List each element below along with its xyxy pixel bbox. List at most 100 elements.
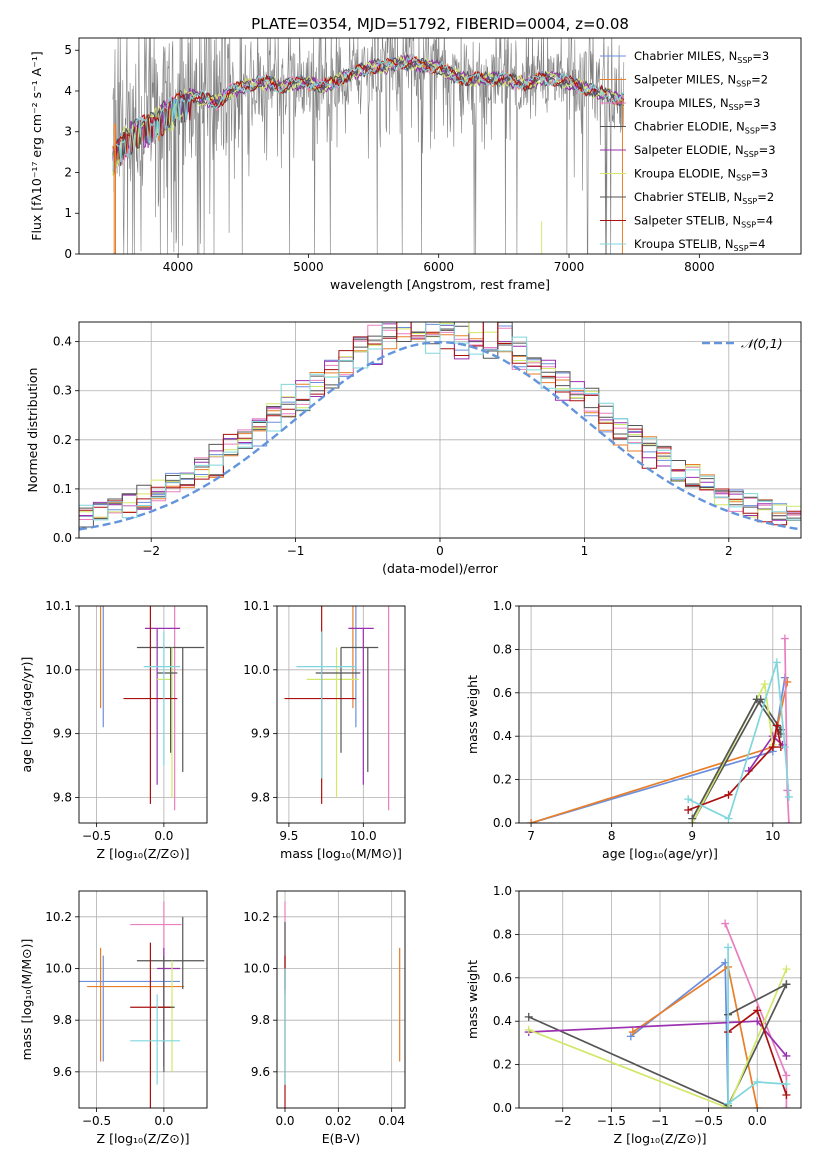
x-tick-label: 8: [608, 829, 616, 843]
weight-marker: [784, 792, 793, 801]
weight-marker: [684, 805, 693, 814]
x-tick-label: 1: [581, 544, 589, 558]
y-axis-label: mass [log₁₀(M/M⊙)]: [19, 939, 34, 1061]
x-axis-label: E(B-V): [322, 1131, 361, 1146]
weight-vs-age-panel: 7 8 9 10 0.0 0.2 0.4 0.6 0.8 1.0 age [log₁₀(age/yr…: [465, 599, 802, 861]
weight-marker: [782, 1080, 791, 1089]
x-axis-label: wavelength [Angstrom, rest frame]: [330, 277, 550, 292]
y-tick-label: 0.4: [493, 729, 512, 743]
mass-vs-metallicity-panel: −0.5 0.0 9.6 9.8 10.0 10.2 Z [log₁₀(Z/Z⊙)] mass…: [19, 890, 208, 1146]
x-tick-label: −0.5: [82, 1114, 111, 1128]
y-axis-label: Flux [fλ10⁻¹⁷ erg cm⁻² s⁻¹ A⁻¹]: [29, 51, 44, 240]
y-tick-label: 9.8: [251, 1013, 270, 1027]
axes-frame: [78, 321, 802, 539]
y-tick-label: 1.0: [493, 884, 512, 898]
y-tick-label: 9.8: [53, 1013, 72, 1027]
weight-marker: [753, 1017, 762, 1026]
x-tick-label: 9.5: [279, 829, 298, 843]
spectrum-model-line: [112, 57, 625, 169]
x-tick-label: 10.0: [350, 829, 377, 843]
x-axis-label: (data-model)/error: [382, 561, 499, 576]
x-tick-label: 0.0: [748, 1114, 767, 1128]
weight-marker: [782, 1104, 791, 1108]
legend-entry: Kroupa ELODIE, NSSP=3: [634, 167, 768, 183]
weight-marker: [784, 819, 793, 823]
legend-entry: Chabrier MILES, NSSP=3: [634, 49, 769, 65]
x-tick-label: 2: [725, 544, 733, 558]
spectrum-model-line: [112, 56, 625, 165]
y-tick-label: 10.2: [243, 910, 270, 924]
x-tick-label: 0.0: [275, 1114, 294, 1128]
y-tick-label: 0.3: [53, 384, 72, 398]
x-tick-label: −2: [142, 544, 160, 558]
weight-marker: [780, 634, 789, 643]
y-tick-label: 0.8: [493, 642, 512, 656]
spectrum-model-line: [112, 53, 625, 172]
y-tick-label: 0.0: [493, 816, 512, 830]
y-tick-label: 0.8: [493, 927, 512, 941]
weight-marker: [783, 677, 792, 686]
weight-line: [630, 960, 729, 1108]
x-tick-label: 0.0: [154, 829, 173, 843]
y-tick-label: 4: [64, 84, 72, 98]
x-axis-label: Z [log₁₀(Z/Z⊙)]: [97, 1131, 190, 1146]
series-group: [524, 919, 791, 1108]
x-tick-label: 0.04: [378, 1114, 405, 1128]
weight-marker: [772, 658, 781, 667]
weight-marker: [628, 1028, 637, 1037]
y-tick-label: 10.1: [45, 599, 72, 613]
weight-marker: [780, 743, 789, 752]
x-axis-label: mass [log₁₀(M/M⊙)]: [280, 846, 402, 861]
weight-marker: [783, 786, 792, 795]
x-tick-label: 8000: [684, 260, 715, 274]
legend-entry: Salpeter ELODIE, NSSP=3: [634, 143, 776, 159]
y-tick-label: 0.2: [493, 1058, 512, 1072]
mass-vs-ebv-panel: 0.0 0.02 0.04 9.6 9.8 10.0 10.2 E(B-V): [243, 890, 406, 1146]
y-tick-label: 0.6: [493, 971, 512, 985]
y-tick-label: 10.0: [45, 663, 72, 677]
y-tick-label: 9.9: [251, 727, 270, 741]
axes-frame: [78, 37, 802, 255]
weight-line: [632, 965, 759, 1108]
x-tick-label: −2: [554, 1114, 572, 1128]
axes-frame: [276, 605, 406, 824]
legend-entry: 𝒩(0,1): [741, 336, 783, 351]
x-tick-label: 6000: [423, 260, 454, 274]
x-tick-label: −0.5: [694, 1114, 723, 1128]
y-tick-label: 10.0: [45, 962, 72, 976]
series-group: [527, 634, 793, 823]
figure-title: PLATE=0354, MJD=51792, FIBERID=0004, z=0…: [251, 15, 629, 33]
weight-marker: [753, 1006, 762, 1015]
weight-marker: [724, 1099, 733, 1108]
weight-marker: [684, 795, 693, 804]
axes-frame: [78, 890, 208, 1109]
spectrum-data-line: [112, 38, 625, 254]
x-tick-label: 9: [688, 829, 696, 843]
y-tick-label: 10.2: [45, 910, 72, 924]
y-tick-label: 0: [64, 247, 72, 261]
weight-marker: [752, 695, 761, 704]
y-tick-label: 2: [64, 165, 72, 179]
weight-line: [691, 697, 782, 823]
weight-vs-metallicity-panel: −2 −1.5 −1 −0.5 0.0 0.0 0.2 0.4 0.6 0.8 1.0 Z [log₁…: [465, 884, 802, 1146]
x-tick-label: 10: [765, 829, 780, 843]
spectrum-data-group: [112, 38, 625, 254]
y-axis-label: Normed distribution: [25, 368, 40, 493]
legend-entry: Salpeter STELIB, NSSP=4: [634, 214, 773, 230]
x-tick-label: 4000: [163, 260, 194, 274]
weight-marker: [782, 980, 791, 989]
legend-entry: Chabrier ELODIE, NSSP=3: [634, 120, 777, 136]
x-tick-label: −0.5: [82, 829, 111, 843]
y-tick-label: 0.2: [493, 773, 512, 787]
y-tick-label: 9.8: [251, 790, 270, 804]
x-tick-label: 0.0: [154, 1114, 173, 1128]
y-tick-label: 0.2: [53, 433, 72, 447]
legend-entry: Kroupa MILES, NSSP=3: [634, 96, 760, 112]
x-axis-label: Z [log₁₀(Z/Z⊙)]: [97, 846, 190, 861]
x-tick-label: 5000: [293, 260, 324, 274]
weight-marker: [772, 721, 781, 730]
weight-marker: [524, 1012, 533, 1021]
x-tick-label: 7000: [554, 260, 585, 274]
weight-line: [727, 983, 787, 1016]
